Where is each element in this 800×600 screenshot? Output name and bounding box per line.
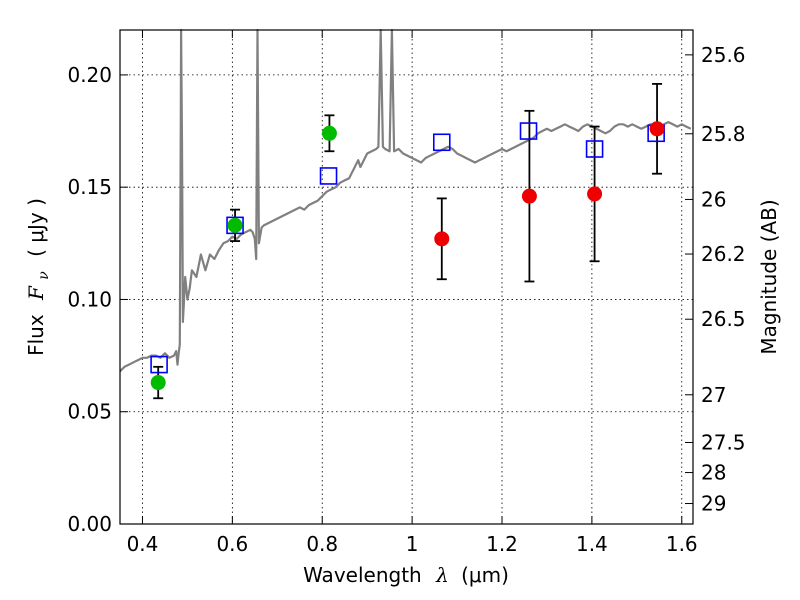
y-tick-label: 0.20 (67, 63, 112, 87)
model-spectrum-line (119, 28, 692, 373)
x-axis-label: Wavelength λ (μm) (303, 563, 509, 587)
observed-point-red (587, 186, 603, 202)
y-axis-label-symbol: F (24, 285, 48, 301)
model-photometry-square (319, 167, 338, 185)
x-tick-label: 0.8 (306, 532, 338, 556)
y-tick-label: 0.15 (67, 175, 112, 199)
model-photometry-square (226, 216, 244, 235)
observed-point-green (321, 125, 337, 141)
y-axis-label-prefix: Flux (24, 314, 48, 356)
y2-tick-label: 25.6 (701, 43, 746, 67)
spectrum-layer (119, 28, 692, 373)
x-tick-label: 0.6 (216, 532, 248, 556)
observed-point-red (521, 188, 537, 204)
x-tick-label: 1.2 (486, 532, 518, 556)
x-axis-label-unit: (μm) (461, 563, 509, 587)
y2-tick-label: 27 (701, 383, 726, 407)
y-axis-label-subscript: ν (36, 271, 52, 280)
observed-point-red (434, 231, 450, 247)
x-axis-label-prefix: Wavelength (303, 563, 422, 587)
y2-tick-label: 27.5 (701, 430, 746, 454)
x-tick-label: 0.4 (127, 532, 159, 556)
y-tick-label: 0.10 (67, 287, 112, 311)
model-photometry-square (585, 140, 604, 158)
points-layer (150, 121, 665, 391)
y2-tick-label: 25.8 (701, 122, 746, 146)
y2-tick-label: 28 (701, 461, 726, 485)
y-axis-label: Flux F ν ( μJy ) (24, 198, 53, 356)
y-tick-label: 0.05 (67, 400, 112, 424)
x-tick-label: 1.6 (666, 532, 698, 556)
y2-tick-label: 29 (701, 492, 726, 516)
x-tick-label: 1.4 (576, 532, 608, 556)
ticks-layer: 0.4 0.6 0.8 1 1.2 1.4 1.6 0.00 0.05 0.10 0.15 0.20 2… (67, 30, 746, 556)
x-axis-label-symbol: λ (435, 563, 449, 587)
model-photometry-square (519, 122, 538, 140)
y-tick-label: 0.00 (67, 512, 112, 536)
y2-tick-label: 26.5 (701, 307, 746, 331)
observed-point-green (150, 375, 166, 391)
y2-tick-label: 26.2 (701, 242, 746, 266)
model-photometry-square (432, 133, 451, 152)
y2-tick-label: 26 (701, 187, 726, 211)
model-photometry-square (150, 355, 168, 374)
observed-point-red (649, 121, 665, 137)
plot-frame (119, 29, 694, 525)
x-tick-label: 1 (406, 532, 419, 556)
y2-axis-label: Magnitude (AB) (757, 199, 781, 354)
observed-point-green (227, 217, 243, 233)
y-axis-label-unit: ( μJy ) (24, 198, 48, 257)
